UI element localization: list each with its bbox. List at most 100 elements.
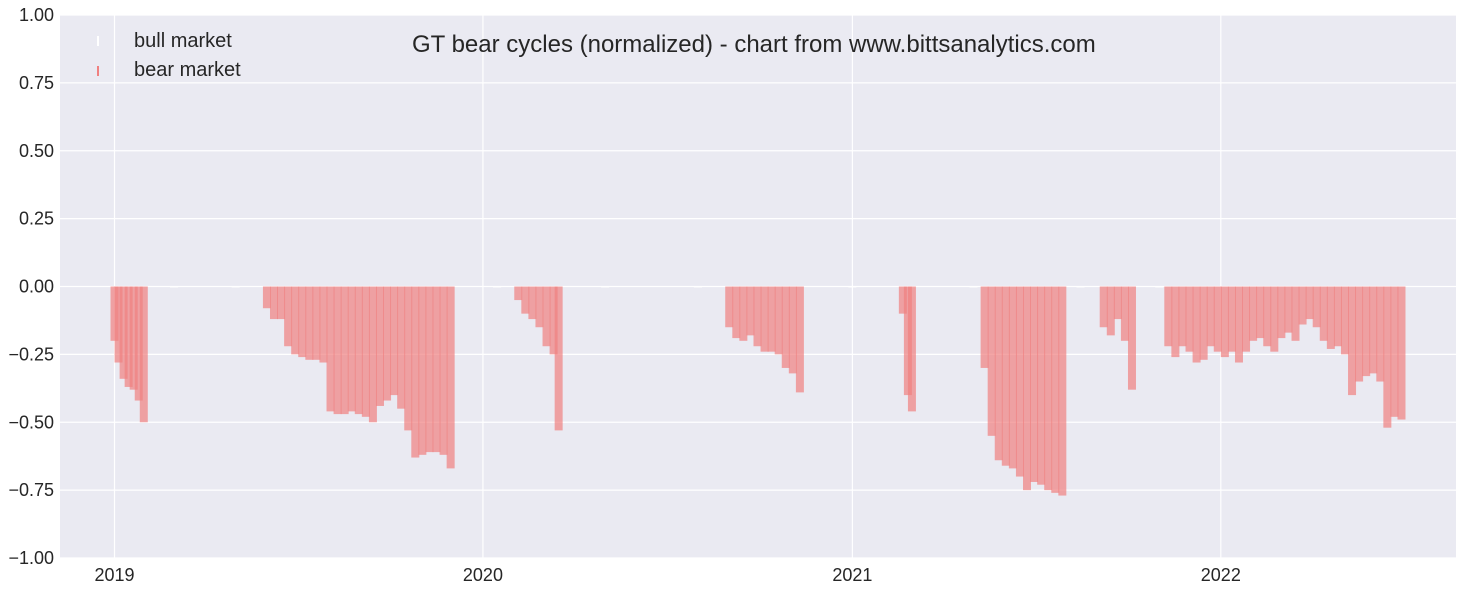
bear-market-bar bbox=[1369, 286, 1378, 374]
bear-market-bar bbox=[1263, 286, 1272, 347]
y-tick-label: 0.75 bbox=[19, 73, 54, 93]
bear-market-bar bbox=[319, 286, 328, 363]
bear-market-bar bbox=[1234, 286, 1243, 363]
bear-market-bar bbox=[774, 286, 783, 355]
bear-market-bar bbox=[446, 286, 455, 469]
bear-market-bar bbox=[1397, 286, 1406, 420]
bear-market-bar bbox=[1015, 286, 1024, 477]
legend: bull market bear market bbox=[97, 30, 241, 81]
y-tick-label: 0.25 bbox=[19, 209, 54, 229]
bear-bars bbox=[110, 286, 1406, 496]
bull-market-bar bbox=[1076, 286, 1085, 288]
bear-market-bar bbox=[767, 286, 776, 352]
bear-market-bar bbox=[368, 286, 377, 423]
x-tick-label: 2022 bbox=[1201, 565, 1241, 585]
x-tick-label: 2019 bbox=[94, 565, 134, 585]
bear-market-bar bbox=[134, 286, 143, 401]
chart-title: GT bear cycles (normalized) - chart from… bbox=[412, 31, 1096, 58]
bear-market-bar bbox=[521, 286, 530, 314]
bear-market-bar bbox=[1249, 286, 1258, 341]
bear-market-bar bbox=[347, 286, 356, 412]
bear-market-bar bbox=[1348, 286, 1357, 396]
bear-market-bar bbox=[291, 286, 300, 355]
bear-market-bar bbox=[542, 286, 551, 347]
bear-market-bar bbox=[554, 286, 563, 431]
bear-market-bar bbox=[411, 286, 420, 458]
bear-market-bar bbox=[1120, 286, 1129, 341]
bear-market-bar bbox=[305, 286, 314, 360]
bear-market-bar bbox=[994, 286, 1003, 461]
bull-market-bar bbox=[969, 286, 978, 288]
bear-market-bar bbox=[1277, 286, 1286, 339]
bear-market-bar bbox=[1242, 286, 1251, 352]
bull-market-bar bbox=[848, 286, 857, 288]
bear-market-bar bbox=[439, 286, 448, 455]
bear-market-bar bbox=[326, 286, 335, 412]
legend-label-bear: bear market bbox=[134, 59, 241, 81]
bear-market-bar bbox=[1206, 286, 1215, 347]
bear-market-bar bbox=[277, 286, 286, 320]
bull-market-bar bbox=[231, 286, 240, 288]
bear-market-bar bbox=[781, 286, 790, 368]
bear-market-bar bbox=[284, 286, 293, 347]
bear-market-bar bbox=[1185, 286, 1194, 352]
bear-market-bar bbox=[340, 286, 349, 415]
bull-market-bar bbox=[493, 286, 502, 288]
bear-market-bar bbox=[760, 286, 769, 352]
bear-market-bar bbox=[903, 286, 912, 396]
bear-market-bar bbox=[418, 286, 427, 455]
bear-market-bar bbox=[312, 286, 321, 360]
bear-market-bar bbox=[1113, 286, 1122, 320]
bear-market-bar bbox=[1044, 286, 1053, 491]
bear-market-bar bbox=[390, 286, 399, 396]
y-tick-label: −0.75 bbox=[8, 480, 54, 500]
bear-market-bar bbox=[1164, 286, 1173, 347]
legend-item-bull: bull market bbox=[97, 30, 232, 52]
y-tick-label: 0.50 bbox=[19, 141, 54, 161]
bear-market-bar bbox=[732, 286, 741, 339]
x-axis-ticks: 2019 2020 2021 2022 bbox=[94, 565, 1240, 585]
bear-market-bar bbox=[788, 286, 797, 374]
bear-market-bar bbox=[1127, 286, 1136, 390]
bear-market-bar bbox=[269, 286, 278, 320]
legend-item-bear: bear market bbox=[97, 59, 241, 81]
bear-market-bar bbox=[1319, 286, 1328, 341]
bear-market-bar bbox=[432, 286, 441, 453]
y-tick-label: −0.25 bbox=[8, 344, 54, 364]
bear-market-bar bbox=[898, 286, 907, 314]
bear-market-bar bbox=[549, 286, 558, 355]
bear-market-bar bbox=[1284, 286, 1293, 333]
bear-market-bar bbox=[725, 286, 734, 328]
bear-market-bar bbox=[298, 286, 307, 358]
bear-market-bar bbox=[1030, 286, 1039, 482]
bear-market-bar bbox=[907, 286, 916, 412]
x-tick-label: 2020 bbox=[463, 565, 503, 585]
bear-market-bar bbox=[1305, 286, 1314, 320]
bear-market-bar bbox=[795, 286, 804, 393]
bear-market-bar bbox=[514, 286, 523, 301]
y-tick-label: 1.00 bbox=[19, 5, 54, 25]
bear-market-bar bbox=[987, 286, 996, 436]
bear-market-bar bbox=[1362, 286, 1371, 377]
bull-market-bar bbox=[601, 286, 610, 288]
bear-market-bar bbox=[361, 286, 370, 417]
bear-market-bar bbox=[1312, 286, 1321, 328]
bear-market-bar bbox=[1291, 286, 1300, 341]
bull-market-bar bbox=[693, 286, 702, 288]
bear-market-bar bbox=[129, 286, 138, 390]
bear-market-bar bbox=[1340, 286, 1349, 355]
bear-market-bar bbox=[375, 286, 384, 406]
bear-market-bar bbox=[1199, 286, 1208, 360]
bear-market-bar bbox=[1099, 286, 1108, 328]
bear-market-bar bbox=[528, 286, 537, 320]
bear-market-bar bbox=[746, 286, 755, 336]
bear-market-bar bbox=[1001, 286, 1010, 466]
bear-market-bar bbox=[739, 286, 748, 341]
bear-market-bar bbox=[333, 286, 342, 415]
bear-market-bar bbox=[1298, 286, 1307, 325]
x-tick-label: 2021 bbox=[832, 565, 872, 585]
legend-label-bull: bull market bbox=[134, 30, 232, 52]
bear-market-bar bbox=[114, 286, 123, 363]
bear-market-bar bbox=[404, 286, 413, 431]
